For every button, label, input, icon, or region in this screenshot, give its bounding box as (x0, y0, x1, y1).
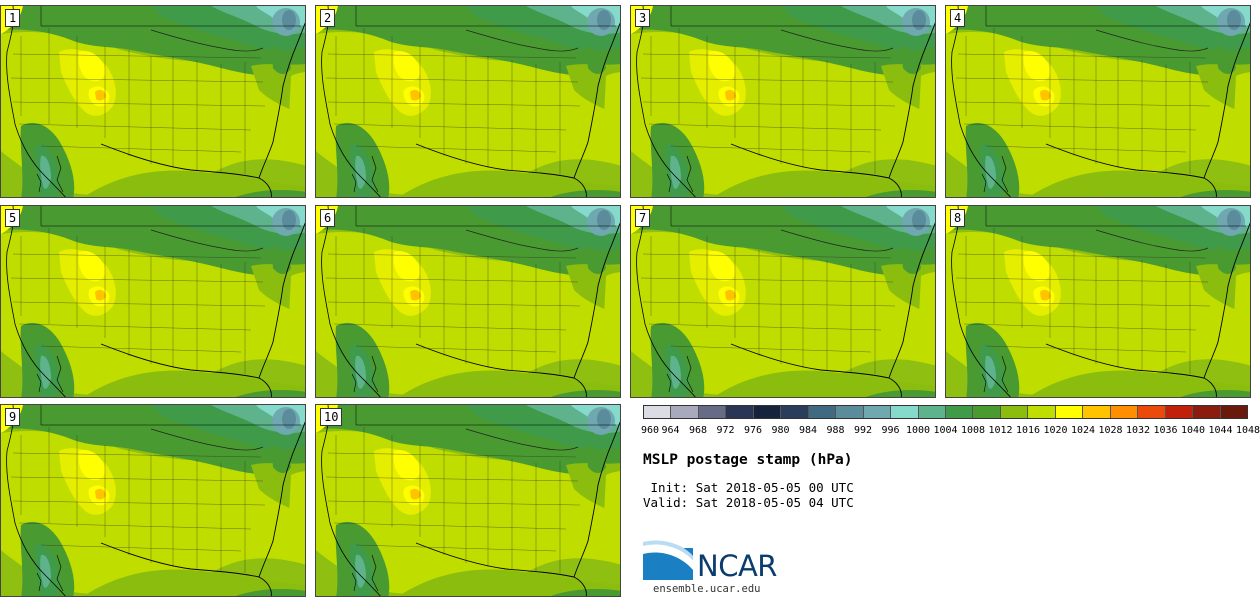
color-swatch (726, 406, 754, 418)
color-swatch (698, 406, 727, 418)
color-swatch (1138, 406, 1166, 418)
tick-label: 1028 (1098, 425, 1123, 436)
member-number-badge: 9 (5, 408, 21, 426)
tick-label: 1020 (1043, 425, 1068, 436)
color-swatch (1193, 406, 1221, 418)
ensemble-member-map-9: 9 (0, 404, 306, 597)
color-swatch (945, 406, 974, 418)
member-number-badge: 5 (5, 209, 21, 227)
mslp-map-graphic (631, 6, 935, 197)
color-swatch (973, 406, 1001, 418)
ensemble-member-map-4: 4 (945, 5, 1251, 198)
member-number-badge: 10 (320, 408, 343, 426)
color-swatch (836, 406, 864, 418)
tick-label: 1048 (1235, 425, 1260, 436)
member-number-badge: 3 (635, 9, 651, 27)
ensemble-member-map-1: 1 (0, 5, 306, 198)
tick-label: 980 (771, 425, 790, 436)
valid-value: Sat 2018-05-05 04 UTC (695, 495, 854, 510)
tick-label: 1044 (1208, 425, 1233, 436)
ensemble-member-map-5: 5 (0, 205, 306, 398)
color-swatch (644, 406, 672, 418)
valid-label: Valid: (643, 495, 689, 510)
color-swatch (1165, 406, 1194, 418)
member-number-badge: 8 (950, 209, 966, 227)
mslp-map-graphic (1, 206, 305, 397)
color-swatch (918, 406, 946, 418)
tick-label: 992 (853, 425, 873, 436)
color-swatch (863, 406, 892, 418)
ensemble-member-map-8: 8 (945, 205, 1251, 398)
color-swatch (1055, 406, 1084, 418)
tick-label: 968 (688, 425, 708, 436)
tick-label: 1000 (905, 425, 931, 436)
mslp-map-graphic (946, 6, 1250, 197)
mslp-map-graphic (316, 6, 620, 197)
tick-label: 1012 (988, 425, 1013, 436)
tick-label: 988 (826, 425, 845, 436)
tick-label: 1040 (1180, 425, 1206, 436)
member-number-badge: 6 (320, 209, 336, 227)
init-time: Init: Sat 2018-05-05 00 UTC (643, 480, 854, 495)
member-number-badge: 7 (635, 209, 651, 227)
ensemble-member-map-6: 6 (315, 205, 621, 398)
tick-label: 1008 (960, 425, 986, 436)
color-swatch (1000, 406, 1029, 418)
mslp-map-graphic (316, 206, 620, 397)
tick-label: 976 (743, 425, 763, 436)
color-swatch (753, 406, 782, 418)
ensemble-member-map-3: 3 (630, 5, 936, 198)
ncar-logo-icon (643, 540, 693, 580)
ensemble-member-map-10: 10 (315, 404, 621, 597)
color-swatch (781, 406, 809, 418)
init-label: Init: (643, 480, 689, 495)
tick-label: 1016 (1015, 425, 1041, 436)
color-swatch (671, 406, 699, 418)
member-number-badge: 2 (320, 9, 336, 27)
member-number-badge: 1 (5, 9, 21, 27)
chart-title: MSLP postage stamp (hPa) (643, 452, 853, 468)
mslp-map-graphic (1, 6, 305, 197)
mslp-map-graphic (1, 405, 305, 596)
mslp-map-graphic (631, 206, 935, 397)
color-swatch (808, 406, 837, 418)
tick-label: 1004 (933, 425, 958, 436)
init-value: Sat 2018-05-05 00 UTC (695, 480, 854, 495)
tick-label: 960 (641, 425, 660, 436)
tick-label: 984 (798, 425, 818, 436)
site-url: ensemble.ucar.edu (653, 583, 761, 595)
color-scale-bar (643, 405, 1248, 419)
valid-time: Valid: Sat 2018-05-05 04 UTC (643, 495, 854, 510)
color-swatch (1028, 406, 1056, 418)
ensemble-member-map-7: 7 (630, 205, 936, 398)
member-number-badge: 4 (950, 9, 966, 27)
color-swatch (1220, 406, 1247, 418)
ensemble-member-map-2: 2 (315, 5, 621, 198)
tick-label: 1032 (1125, 425, 1151, 436)
tick-label: 1024 (1070, 425, 1096, 436)
tick-label: 1036 (1153, 425, 1178, 436)
ncar-brand: NCAR (697, 549, 777, 583)
mslp-map-graphic (316, 405, 620, 596)
color-swatch (1083, 406, 1111, 418)
tick-label: 972 (716, 425, 735, 436)
color-scale-ticks: 960 964 968 972 976 980 984 988 992 996 1000 1004 10… (641, 425, 1260, 439)
tick-label: 996 (881, 425, 900, 436)
mslp-map-graphic (946, 206, 1250, 397)
color-swatch (891, 406, 919, 418)
color-swatch (1110, 406, 1139, 418)
tick-label: 964 (661, 425, 680, 436)
